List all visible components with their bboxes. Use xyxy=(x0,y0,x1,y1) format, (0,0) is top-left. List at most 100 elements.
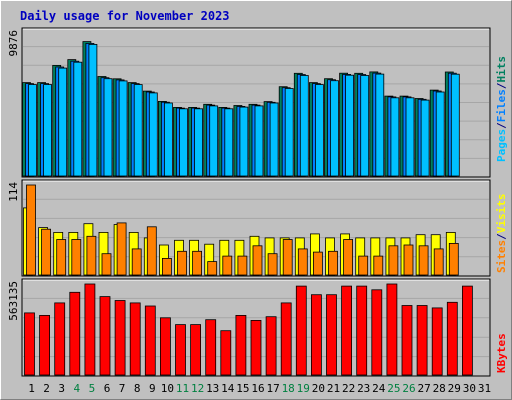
x-tick-label-day-1: 1 xyxy=(28,382,35,395)
bar-pages-day-26 xyxy=(405,97,415,177)
bar-kbytes-day-17 xyxy=(265,316,277,376)
legend-visits-sites: Sites/Visits xyxy=(495,194,508,274)
legend-item: / xyxy=(495,233,508,240)
x-tick-label-day-18: 18 xyxy=(282,382,295,395)
bar-kbytes-day-6 xyxy=(99,296,111,376)
bar-pages-day-2 xyxy=(43,84,52,177)
bar-pages-day-5 xyxy=(88,44,98,177)
bar-sites-day-26 xyxy=(403,244,414,276)
bar-sites-day-13 xyxy=(207,261,218,276)
bar-pages-day-9 xyxy=(148,92,158,177)
bar-sites-day-15 xyxy=(237,255,248,276)
bar-sites-day-16 xyxy=(252,245,263,276)
panel-hits-files-pages: 9876 Pages/Files/Hits xyxy=(7,27,508,178)
bar-kbytes-day-19 xyxy=(295,285,307,376)
bar-pages-day-17 xyxy=(269,102,279,177)
x-tick-label-day-24: 24 xyxy=(372,382,386,395)
bar-sites-day-3 xyxy=(56,239,67,276)
bar-kbytes-day-2 xyxy=(39,314,50,376)
bar-sites-day-28 xyxy=(433,248,444,276)
bar-pages-day-16 xyxy=(254,105,264,177)
bar-kbytes-day-14 xyxy=(220,330,232,376)
bar-pages-day-4 xyxy=(73,61,83,177)
bar-kbytes-day-11 xyxy=(175,324,186,376)
x-tick-label-day-5: 5 xyxy=(89,382,96,395)
x-tick-label-day-12: 12 xyxy=(191,382,204,395)
bar-sites-day-11 xyxy=(177,250,187,276)
bar-kbytes-day-9 xyxy=(144,305,156,376)
bar-pages-day-23 xyxy=(360,75,370,177)
x-tick-label-day-3: 3 xyxy=(58,382,65,395)
bar-sites-day-27 xyxy=(418,245,429,276)
bar-sites-day-5 xyxy=(86,235,97,276)
x-tick-label-day-25: 25 xyxy=(387,382,400,395)
bar-pages-day-11 xyxy=(179,108,188,177)
legend-item: Visits xyxy=(495,194,508,234)
x-tick-label-day-10: 10 xyxy=(161,382,174,395)
bar-pages-day-22 xyxy=(345,74,355,177)
bar-kbytes-day-5 xyxy=(84,283,96,376)
bar-pages-day-12 xyxy=(194,108,204,177)
bar-sites-day-18 xyxy=(282,239,293,276)
x-tick-label-day-19: 19 xyxy=(297,382,310,395)
bar-sites-day-7 xyxy=(116,222,127,276)
bar-sites-day-1 xyxy=(26,184,36,276)
bar-sites-day-2 xyxy=(41,228,51,276)
bar-kbytes-day-30 xyxy=(461,285,473,376)
bar-pages-day-20 xyxy=(314,84,324,177)
bar-kbytes-day-27 xyxy=(416,305,428,376)
bar-pages-day-18 xyxy=(284,88,294,177)
bar-pages-day-13 xyxy=(209,105,219,177)
bar-sites-day-14 xyxy=(222,255,233,276)
bar-pages-day-14 xyxy=(224,108,234,177)
bar-pages-day-19 xyxy=(299,75,309,177)
bar-kbytes-day-25 xyxy=(386,283,398,376)
bar-sites-day-29 xyxy=(448,242,459,276)
x-tick-label-day-8: 8 xyxy=(134,382,141,395)
chart-panels: 9876 Pages/Files/Hits 114Sites/Visits56313… xyxy=(7,27,508,377)
bar-kbytes-day-21 xyxy=(326,294,337,376)
bar-kbytes-day-1 xyxy=(24,312,35,376)
bar-pages-day-15 xyxy=(239,106,249,177)
bar-kbytes-day-13 xyxy=(205,319,217,376)
bar-sites-day-17 xyxy=(267,253,278,276)
bar-kbytes-day-3 xyxy=(54,302,66,376)
bar-kbytes-day-24 xyxy=(371,289,383,376)
bar-kbytes-day-29 xyxy=(446,301,458,376)
legend-item: / xyxy=(495,82,508,89)
x-tick-label-day-11: 11 xyxy=(176,382,189,395)
bar-kbytes-day-18 xyxy=(280,302,292,376)
chart-title: Daily usage for November 2023 xyxy=(20,9,230,23)
x-tick-label-day-27: 27 xyxy=(417,382,430,395)
bar-pages-day-8 xyxy=(133,84,143,177)
bar-kbytes-day-20 xyxy=(310,294,322,376)
legend-kbytes: KBytes xyxy=(495,333,508,373)
bar-kbytes-day-4 xyxy=(69,291,81,376)
legend-item: KBytes xyxy=(495,333,508,373)
legend-item: Sites xyxy=(495,240,508,273)
bar-pages-day-1 xyxy=(28,84,37,177)
x-tick-label-day-20: 20 xyxy=(312,382,325,395)
bar-kbytes-day-28 xyxy=(431,307,443,376)
bar-pages-day-27 xyxy=(420,99,430,177)
bar-pages-day-24 xyxy=(375,73,385,177)
x-tick-label-day-13: 13 xyxy=(206,382,219,395)
bar-pages-day-7 xyxy=(118,80,128,177)
x-tick-label-day-17: 17 xyxy=(266,382,279,395)
y-max-label: 9876 xyxy=(7,30,20,57)
x-tick-label-day-30: 30 xyxy=(463,382,476,395)
x-tick-label-day-15: 15 xyxy=(236,382,249,395)
x-tick-label-day-4: 4 xyxy=(73,382,80,395)
x-tick-label-day-16: 16 xyxy=(251,382,264,395)
legend-item: Hits xyxy=(495,56,508,83)
panel-kbytes: 563135 KBytes xyxy=(7,278,508,377)
panel-visits-sites: 114 Sites/Visits xyxy=(7,179,508,277)
bar-sites-day-12 xyxy=(192,250,203,276)
legend-item: Files xyxy=(495,89,508,122)
bar-kbytes-day-12 xyxy=(190,324,202,376)
legend-hits-files-pages: Pages/Files/Hits xyxy=(495,56,508,162)
x-tick-label-day-7: 7 xyxy=(119,382,126,395)
bar-kbytes-day-26 xyxy=(401,305,413,376)
x-tick-label-day-6: 6 xyxy=(104,382,111,395)
